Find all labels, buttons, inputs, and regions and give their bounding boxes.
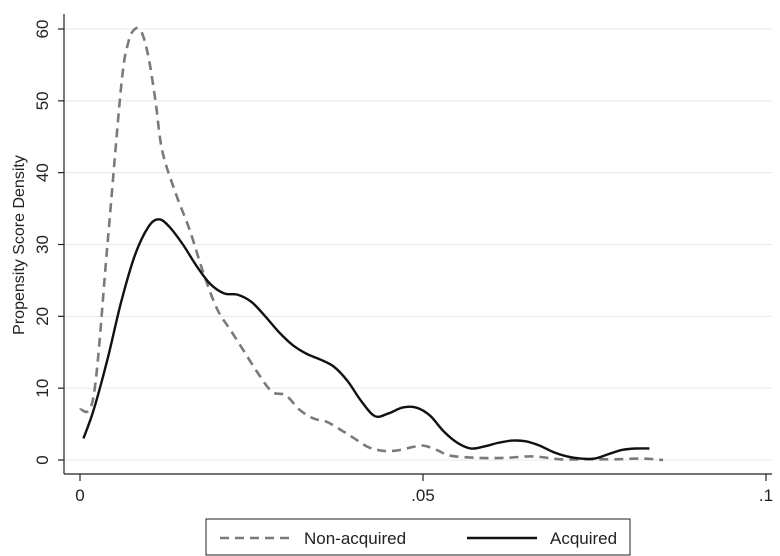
series-layer (78, 26, 664, 462)
x-tick-label: 0 (75, 486, 84, 505)
legend-label-acquired: Acquired (550, 529, 617, 548)
y-tick-label: 40 (33, 163, 52, 182)
legend-label-non-acquired: Non-acquired (304, 529, 406, 548)
legend-box (205, 518, 631, 556)
series-line-acquired (82, 218, 650, 461)
x-tick-label: .1 (759, 486, 773, 505)
y-tick-label: 0 (33, 455, 52, 464)
y-tick-label: 50 (33, 91, 52, 110)
x-ticks: 0 .05 .1 (75, 474, 773, 505)
x-tick-label: .05 (411, 486, 435, 505)
y-tick-label: 20 (33, 307, 52, 326)
y-ticks: 0 10 20 30 40 50 60 (33, 20, 64, 465)
gridlines (64, 28, 772, 461)
y-axis-title: Propensity Score Density (11, 155, 28, 335)
series-line-non-acquired (78, 26, 664, 462)
y-tick-label: 30 (33, 235, 52, 254)
y-tick-label: 60 (33, 20, 52, 39)
legend: Non-acquired Acquired (205, 518, 631, 556)
y-tick-label: 10 (33, 379, 52, 398)
